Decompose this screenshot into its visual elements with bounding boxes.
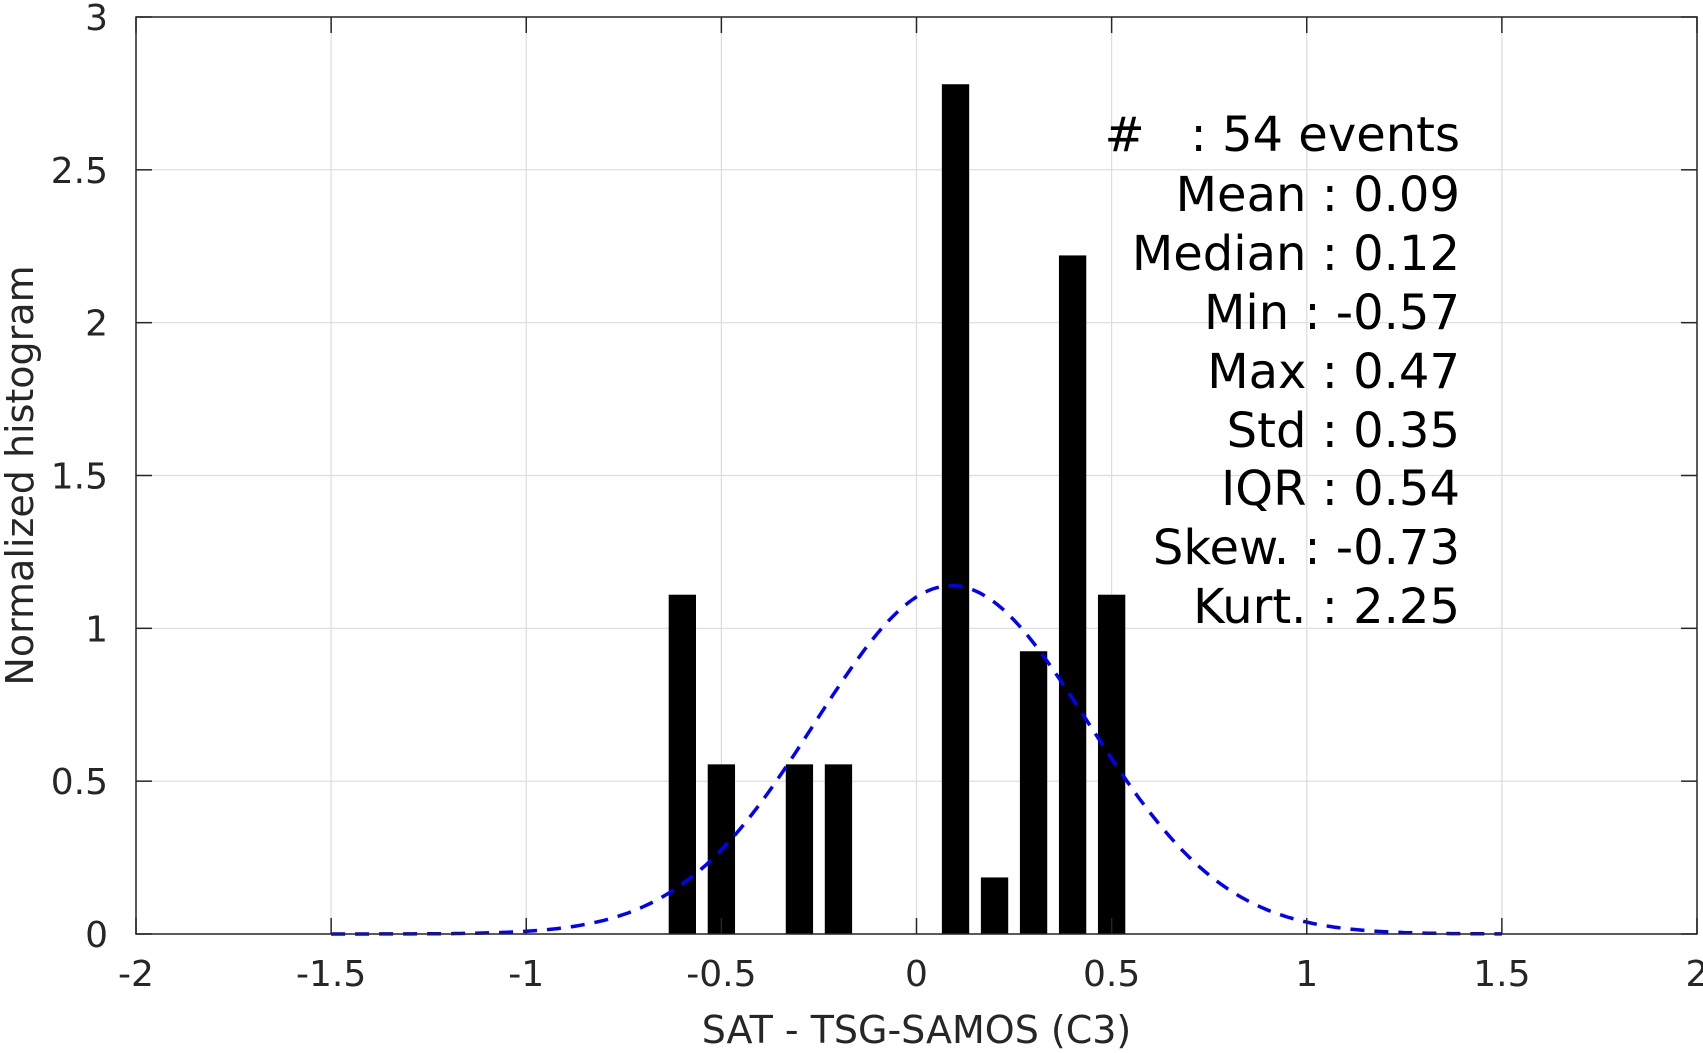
grid-lines: [135, 16, 1698, 935]
stat-label: Max: [1207, 344, 1322, 400]
x-tick-label: -0.5: [686, 954, 756, 995]
stat-line: IQR : 0.54: [1221, 461, 1460, 517]
x-tick-label: 1: [1295, 954, 1318, 995]
y-tick-label: 2: [85, 304, 108, 345]
histogram-bar: [1019, 651, 1048, 934]
y-tick-labels: 0 0.5 1 1.5 2 2.5 3: [51, 0, 108, 956]
stat-label: Median: [1132, 226, 1322, 282]
stat-value: : 2.25: [1322, 579, 1460, 635]
stat-label: Std: [1227, 403, 1322, 459]
histogram-bar: [785, 764, 814, 934]
x-tick-labels: -2 -1.5 -1 -0.5 0 0.5 1 1.5 2: [118, 954, 1703, 995]
histogram-bar: [1097, 594, 1126, 934]
stat-label: Mean: [1176, 167, 1322, 223]
y-tick-label: 0: [85, 915, 108, 956]
stat-line: Mean : 0.09: [1176, 167, 1460, 223]
x-axis-label: SAT - TSG-SAMOS (C3): [702, 1008, 1132, 1052]
y-tick-label: 1: [85, 609, 108, 650]
histogram-bar: [1058, 255, 1087, 935]
stat-line: Std : 0.35: [1227, 403, 1460, 459]
stat-label: Min: [1204, 285, 1304, 341]
stat-value: : 54 events: [1191, 107, 1460, 163]
histogram-bars: [668, 84, 1126, 935]
stat-value: : -0.57: [1304, 285, 1460, 341]
x-tick-label: -1.5: [296, 954, 366, 995]
stat-label: Kurt.: [1193, 579, 1322, 635]
axis-ticks: [135, 16, 1698, 935]
y-tick-label: 2.5: [51, 151, 108, 192]
stat-line: Kurt. : 2.25: [1193, 579, 1460, 635]
x-tick-label: 2: [1686, 954, 1703, 995]
stat-label: #: [1105, 107, 1191, 163]
stat-value: : -0.73: [1304, 520, 1460, 576]
histogram-bar: [941, 84, 970, 935]
stat-value: : 0.12: [1322, 226, 1460, 282]
stat-value: : 0.09: [1322, 167, 1460, 223]
histogram-bar: [980, 877, 1009, 934]
y-tick-label: 0.5: [51, 762, 108, 803]
stat-line: Median : 0.12: [1132, 226, 1460, 282]
stat-line: Skew. : -0.73: [1153, 520, 1460, 576]
y-tick-label: 3: [85, 0, 108, 39]
stat-line: Min : -0.57: [1204, 285, 1460, 341]
stat-label: IQR: [1221, 461, 1322, 517]
x-tick-label: 0: [905, 954, 928, 995]
x-tick-label: -2: [118, 954, 154, 995]
x-tick-label: 1.5: [1473, 954, 1530, 995]
y-axis-label: Normalized histogram: [0, 265, 42, 685]
histogram-bar: [824, 764, 853, 934]
stat-label: Skew.: [1153, 520, 1304, 576]
x-tick-label: 0.5: [1083, 954, 1140, 995]
stat-line: # : 54 events: [1105, 107, 1460, 163]
stat-value: : 0.47: [1322, 344, 1460, 400]
stat-line: Max : 0.47: [1207, 344, 1460, 400]
stat-value: : 0.54: [1322, 461, 1460, 517]
y-tick-label: 1.5: [51, 457, 108, 498]
x-tick-label: -1: [508, 954, 544, 995]
stat-value: : 0.35: [1322, 403, 1460, 459]
